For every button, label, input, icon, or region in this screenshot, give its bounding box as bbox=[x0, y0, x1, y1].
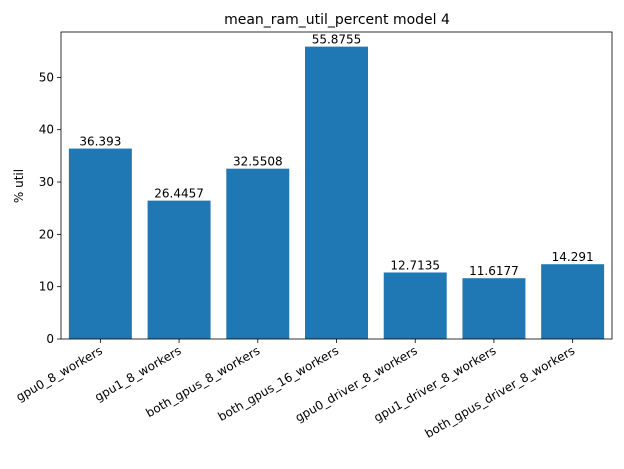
y-tick-label-30: 30 bbox=[39, 175, 54, 189]
bar-gpu0_8_workers bbox=[68, 148, 132, 339]
value-label-gpu0_driver_8_workers: 12.7135 bbox=[390, 258, 440, 272]
y-tick-label-50: 50 bbox=[39, 70, 54, 84]
value-label-gpu0_8_workers: 36.393 bbox=[79, 135, 121, 149]
bar-both_gpus_8_workers bbox=[226, 168, 290, 339]
bar-gpu1_driver_8_workers bbox=[462, 278, 526, 339]
bar-gpu1_8_workers bbox=[147, 200, 211, 339]
y-tick-label-10: 10 bbox=[39, 280, 54, 294]
y-tick-label-20: 20 bbox=[39, 227, 54, 241]
value-label-gpu1_8_workers: 26.4457 bbox=[154, 187, 204, 201]
bar-gpu0_driver_8_workers bbox=[383, 272, 447, 339]
value-label-both_gpus_8_workers: 32.5508 bbox=[233, 155, 283, 169]
x-tick-label-gpu0_8_workers: gpu0_8_workers bbox=[14, 343, 105, 404]
value-label-gpu1_driver_8_workers: 11.6177 bbox=[469, 264, 519, 278]
bar-both_gpus_driver_8_workers bbox=[541, 264, 605, 339]
chart-title: mean_ram_util_percent model 4 bbox=[224, 12, 450, 28]
y-tick-label-0: 0 bbox=[46, 332, 54, 346]
bar-both_gpus_16_workers bbox=[305, 46, 368, 340]
value-label-both_gpus_16_workers: 55.8755 bbox=[312, 33, 362, 47]
x-tick-label-both_gpus_driver_8_workers: both_gpus_driver_8_workers bbox=[422, 343, 577, 440]
y-axis-label: % util bbox=[12, 169, 26, 203]
value-label-both_gpus_driver_8_workers: 14.291 bbox=[552, 250, 594, 264]
plot-area: 36.393 26.4457 32.5508 55.8755 12.7135 11.617… bbox=[14, 31, 613, 441]
y-tick-label-40: 40 bbox=[39, 123, 54, 137]
